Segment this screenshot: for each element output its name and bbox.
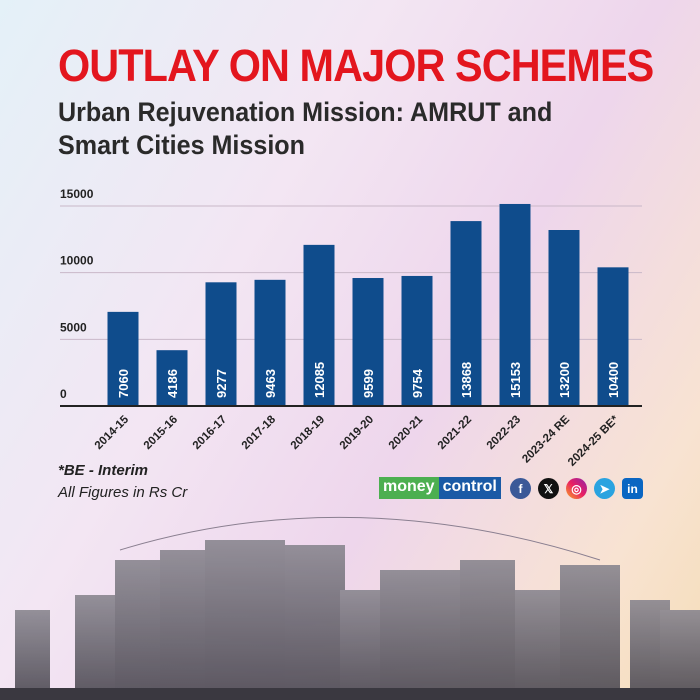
x-tick-label: 2017-18 bbox=[240, 413, 279, 452]
x-tick-label: 2022-23 bbox=[485, 414, 523, 452]
page-subtitle: Urban Rejuvenation Mission: AMRUT and Sm… bbox=[58, 97, 553, 160]
x-tick-label: 2014-15 bbox=[93, 413, 132, 452]
bar-value-label: 7060 bbox=[116, 369, 131, 398]
y-tick-label: 10000 bbox=[60, 254, 94, 268]
instagram-icon[interactable]: ◎ bbox=[566, 478, 587, 499]
y-tick-label: 0 bbox=[60, 387, 67, 401]
x-tick-label: 2016-17 bbox=[191, 414, 229, 452]
x-icon[interactable]: 𝕏 bbox=[538, 478, 559, 499]
bar bbox=[352, 278, 384, 406]
bar-value-label: 10400 bbox=[606, 362, 621, 398]
bar bbox=[303, 244, 335, 406]
x-tick-label: 2021-22 bbox=[436, 414, 474, 452]
bar bbox=[254, 279, 286, 406]
brand-part2: control bbox=[438, 477, 501, 499]
bar bbox=[548, 230, 580, 406]
moneycontrol-logo: money control bbox=[379, 477, 501, 499]
telegram-icon[interactable]: ➤ bbox=[594, 478, 615, 499]
bar-value-label: 9463 bbox=[263, 369, 278, 398]
bar-value-label: 9754 bbox=[410, 368, 425, 398]
linkedin-icon[interactable]: in bbox=[622, 478, 643, 499]
bar bbox=[450, 221, 482, 406]
y-tick-label: 15000 bbox=[60, 187, 94, 201]
social-icons: f 𝕏 ◎ ➤ in bbox=[510, 478, 643, 499]
bar bbox=[597, 267, 629, 406]
bar bbox=[205, 282, 237, 406]
y-tick-label: 5000 bbox=[60, 320, 87, 334]
x-tick-label: 2018-19 bbox=[289, 414, 327, 452]
bar bbox=[156, 350, 188, 406]
bar bbox=[107, 311, 139, 406]
x-tick-label: 2023-24 RE bbox=[520, 413, 572, 465]
footnote-units: All Figures in Rs Cr bbox=[58, 484, 188, 501]
footnote-be: *BE - Interim bbox=[58, 462, 149, 479]
x-tick-label: 2015-16 bbox=[142, 414, 180, 452]
facebook-icon[interactable]: f bbox=[510, 478, 531, 499]
bar-value-label: 13200 bbox=[557, 362, 572, 398]
city-skyline-illustration bbox=[0, 516, 700, 700]
x-tick-label: 2024-25 BE* bbox=[566, 413, 621, 468]
x-tick-label: 2019-20 bbox=[338, 414, 376, 452]
bar-value-label: 9599 bbox=[361, 369, 376, 398]
page-title: OUTLAY ON MAJOR SCHEMES bbox=[58, 40, 654, 91]
bar-chart: 0 5000 10000 15000 7060 2014-15 4186 2015-16 927… bbox=[60, 187, 642, 469]
bar-value-label: 12085 bbox=[312, 362, 327, 398]
bar-value-label: 4186 bbox=[165, 369, 180, 398]
bar bbox=[499, 203, 531, 406]
brand-part1: money bbox=[379, 477, 439, 499]
bar-value-label: 9277 bbox=[214, 369, 229, 398]
bar-value-label: 13868 bbox=[459, 362, 474, 398]
bar bbox=[401, 275, 433, 406]
bar-value-label: 15153 bbox=[508, 362, 523, 398]
x-tick-label: 2020-21 bbox=[387, 413, 426, 452]
